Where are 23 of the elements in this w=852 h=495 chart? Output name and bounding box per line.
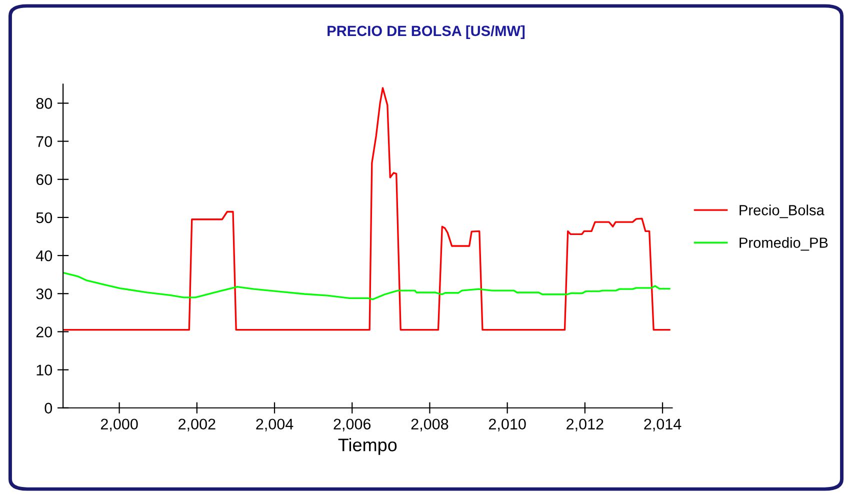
y-tick-label: 10 [36, 364, 52, 376]
line-series [63, 272, 670, 300]
chart-title: PRECIO DE BOLSA [US/MW] [328, 25, 525, 39]
y-tick-label: 80 [36, 98, 52, 109]
y-tick-label: 30 [36, 288, 52, 300]
y-tick-label: 0 [44, 402, 52, 414]
y-tick-label: 50 [36, 212, 52, 224]
x-tick-label: 2,004 [256, 418, 294, 432]
x-tick-label: 2,010 [488, 418, 526, 432]
x-tick-label: 2,006 [334, 418, 371, 432]
legend-label: Promedio_PB [740, 237, 828, 251]
x-tick-label: 2,012 [566, 418, 604, 432]
x-tick-label: 2,002 [178, 418, 216, 432]
x-tick-label: 2,008 [411, 418, 448, 432]
legend-label: Precio_Bolsa [740, 204, 824, 218]
x-tick-label: 2,014 [644, 418, 682, 432]
y-tick-label: 40 [36, 250, 52, 262]
y-tick-label: 20 [36, 326, 52, 338]
x-axis-title: Tiempo [338, 438, 397, 455]
x-tick-label: 2,000 [100, 418, 138, 432]
y-tick-label: 60 [36, 174, 52, 186]
y-tick-label: 70 [36, 136, 52, 147]
line-series [63, 87, 670, 331]
